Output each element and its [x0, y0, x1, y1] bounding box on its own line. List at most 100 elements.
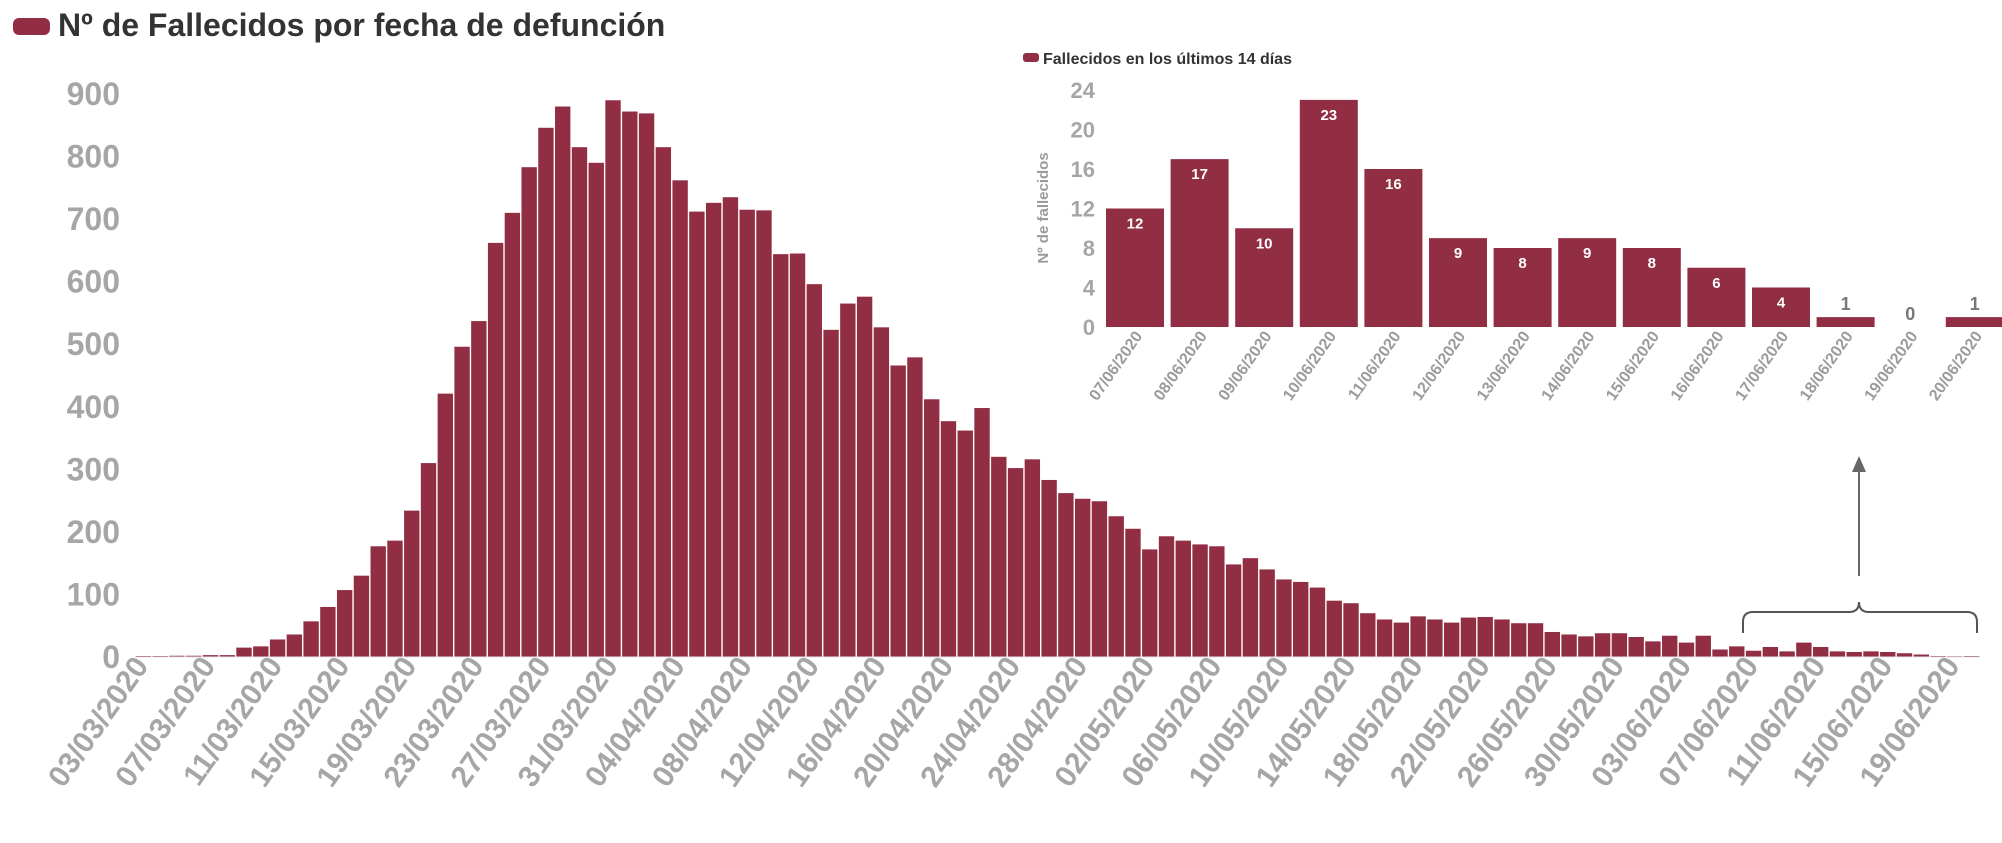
main-bar — [1779, 651, 1795, 657]
inset-x-tick-label: 15/06/2020 — [1603, 328, 1663, 403]
inset-bar — [1945, 317, 2002, 327]
inset-data-label: 1 — [1841, 294, 1851, 314]
inset-data-label: 8 — [1648, 255, 1656, 272]
main-chart-header: Nº de Fallecidos por fecha de defunción — [13, 7, 665, 43]
main-bar — [1125, 528, 1141, 657]
inset-x-tick-label: 10/06/2020 — [1280, 328, 1340, 403]
main-bar — [1494, 619, 1510, 657]
main-bar — [1729, 646, 1745, 657]
inset-x-tick-label: 11/06/2020 — [1345, 328, 1404, 403]
inset-y-tick-label: 0 — [1083, 315, 1095, 340]
inset-bar — [1429, 238, 1487, 327]
inset-x-tick-label: 17/06/2020 — [1732, 328, 1792, 403]
main-bar — [1796, 642, 1812, 657]
main-bar — [236, 647, 252, 657]
main-bar — [622, 111, 638, 657]
main-y-tick-label: 500 — [67, 326, 120, 362]
main-bar — [1812, 646, 1829, 657]
main-bar — [1527, 623, 1544, 657]
main-y-tick-label: 400 — [67, 389, 120, 425]
main-bar — [521, 167, 537, 657]
inset-bar — [1816, 317, 1875, 327]
main-y-axis: 0 100 200 300 400 500 600 700 800 900 — [67, 76, 120, 675]
inset-data-label: 12 — [1127, 216, 1144, 233]
main-legend-swatch — [13, 18, 50, 35]
main-bar — [1225, 564, 1242, 657]
main-bar — [471, 321, 487, 657]
main-bar — [873, 327, 890, 657]
main-bar — [1276, 579, 1292, 657]
inset-data-label: 23 — [1320, 107, 1337, 124]
inset-data-label: 8 — [1518, 255, 1526, 272]
main-bars — [135, 100, 1980, 658]
main-bar — [538, 127, 554, 657]
main-bar — [1074, 498, 1091, 657]
main-chart-title: Nº de Fallecidos por fecha de defunción — [58, 7, 665, 43]
inset-data-label: 9 — [1583, 245, 1591, 262]
main-bar — [1360, 613, 1376, 657]
main-bar — [739, 209, 755, 657]
inset-y-tick-label: 24 — [1071, 78, 1096, 103]
main-y-tick-label: 800 — [67, 139, 120, 175]
inset-data-label: 4 — [1777, 295, 1786, 312]
main-bar — [722, 197, 739, 657]
inset-y-tick-label: 4 — [1083, 276, 1096, 301]
main-bar — [1611, 633, 1628, 657]
main-bar — [219, 655, 235, 657]
inset-chart-title: Fallecidos en los últimos 14 días — [1043, 51, 1292, 68]
inset-x-axis: 07/06/2020 08/06/2020 09/06/2020 10/06/2020… — [1086, 328, 1986, 403]
inset-data-label: 16 — [1385, 176, 1402, 193]
main-x-axis: 03/03/202007/03/202011/03/202015/03/2020… — [42, 651, 1967, 793]
main-bar — [1259, 569, 1275, 657]
main-bar — [856, 296, 873, 657]
main-bar — [1242, 558, 1259, 657]
main-bar — [655, 147, 672, 657]
main-bar — [991, 456, 1007, 657]
main-bar — [1762, 646, 1779, 657]
main-y-tick-label: 200 — [67, 514, 120, 550]
main-bar — [1578, 636, 1594, 657]
main-bar — [756, 210, 772, 657]
inset-bar — [1493, 248, 1552, 327]
inset-x-tick-label: 20/06/2020 — [1926, 328, 1986, 403]
inset-data-label: 17 — [1191, 166, 1208, 183]
main-bar — [1058, 493, 1074, 657]
main-bar — [1628, 636, 1644, 657]
main-bar — [1410, 616, 1426, 657]
main-bar — [1393, 622, 1410, 657]
main-bar — [1158, 536, 1175, 657]
main-bar — [454, 346, 470, 657]
inset-y-tick-label: 12 — [1071, 197, 1095, 222]
inset-y-axis-label: Nº de fallecidos — [1035, 152, 1052, 263]
main-bar — [370, 546, 386, 657]
main-bar — [303, 621, 319, 657]
main-bar — [387, 540, 403, 657]
main-bar — [1443, 622, 1460, 657]
inset-bar — [1170, 159, 1229, 327]
main-bar — [286, 634, 303, 657]
main-bar — [336, 590, 353, 657]
main-y-tick-label: 0 — [102, 639, 120, 675]
zoom-annotation — [1742, 456, 1978, 633]
inset-data-label: 6 — [1712, 275, 1720, 292]
inset-y-tick-label: 16 — [1071, 157, 1095, 182]
inset-bar — [1752, 287, 1810, 327]
main-bar — [1695, 635, 1711, 657]
main-bar — [789, 253, 806, 657]
main-bar — [1477, 616, 1493, 657]
inset-x-tick-label: 13/06/2020 — [1474, 328, 1534, 403]
inset-bar — [1622, 248, 1681, 327]
main-bar — [1880, 651, 1896, 657]
main-bar — [907, 357, 923, 657]
main-bar — [202, 655, 219, 657]
main-bar — [588, 162, 604, 658]
main-bar — [1896, 653, 1913, 657]
main-y-tick-label: 900 — [67, 76, 120, 112]
main-bar — [253, 646, 269, 657]
main-bar — [605, 100, 621, 657]
inset-x-tick-label: 18/06/2020 — [1797, 328, 1857, 403]
main-bar — [1024, 459, 1041, 657]
main-bar — [437, 393, 453, 657]
main-bar — [974, 408, 990, 657]
